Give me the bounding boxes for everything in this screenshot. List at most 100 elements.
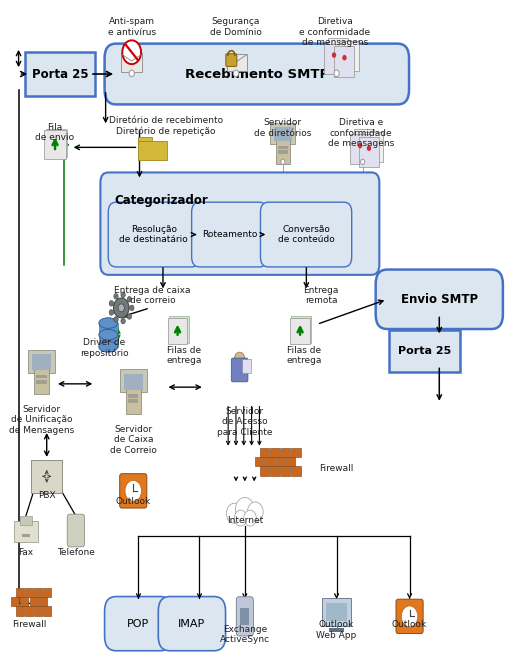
FancyBboxPatch shape bbox=[16, 606, 24, 616]
FancyBboxPatch shape bbox=[32, 354, 51, 370]
FancyBboxPatch shape bbox=[281, 448, 290, 457]
Circle shape bbox=[121, 318, 125, 324]
FancyBboxPatch shape bbox=[260, 467, 269, 476]
FancyBboxPatch shape bbox=[158, 596, 226, 651]
FancyBboxPatch shape bbox=[100, 173, 379, 275]
FancyBboxPatch shape bbox=[14, 522, 38, 542]
Circle shape bbox=[123, 40, 141, 64]
Text: Anti-spam
e antivírus: Anti-spam e antivírus bbox=[108, 17, 156, 36]
FancyBboxPatch shape bbox=[291, 316, 311, 343]
FancyBboxPatch shape bbox=[126, 389, 140, 414]
Text: Firewall: Firewall bbox=[319, 465, 354, 473]
FancyBboxPatch shape bbox=[260, 202, 352, 267]
Circle shape bbox=[227, 503, 242, 524]
Text: Diretiva
e conformidade
de mensagens: Diretiva e conformidade de mensagens bbox=[299, 17, 371, 47]
FancyBboxPatch shape bbox=[28, 350, 55, 373]
Text: Segurança
de Domínio: Segurança de Domínio bbox=[210, 17, 262, 36]
Text: Diretiva e
conformidade
de mensagens: Diretiva e conformidade de mensagens bbox=[328, 118, 394, 148]
Text: Envio SMTP: Envio SMTP bbox=[401, 293, 478, 306]
Text: Fila
de envio: Fila de envio bbox=[35, 123, 75, 142]
Circle shape bbox=[235, 352, 245, 365]
FancyBboxPatch shape bbox=[36, 379, 47, 383]
Circle shape bbox=[118, 304, 124, 312]
FancyBboxPatch shape bbox=[376, 269, 503, 329]
Circle shape bbox=[235, 510, 247, 526]
FancyBboxPatch shape bbox=[138, 141, 167, 160]
Text: Driver de
repositório: Driver de repositório bbox=[80, 338, 128, 357]
Circle shape bbox=[114, 298, 129, 318]
FancyBboxPatch shape bbox=[124, 374, 143, 390]
Ellipse shape bbox=[99, 342, 118, 352]
FancyBboxPatch shape bbox=[290, 318, 310, 344]
Text: Servidor
de Acesso
para Cliente: Servidor de Acesso para Cliente bbox=[217, 407, 272, 437]
FancyBboxPatch shape bbox=[270, 467, 280, 476]
FancyBboxPatch shape bbox=[396, 599, 423, 634]
FancyBboxPatch shape bbox=[286, 457, 296, 467]
Text: Resolução
de destinatário: Resolução de destinatário bbox=[119, 225, 188, 244]
FancyBboxPatch shape bbox=[128, 399, 138, 403]
FancyBboxPatch shape bbox=[120, 474, 147, 508]
Text: Outlook
Web App: Outlook Web App bbox=[317, 620, 357, 639]
Text: Servidor
de Caixa
de Correio: Servidor de Caixa de Correio bbox=[110, 425, 157, 455]
FancyBboxPatch shape bbox=[329, 628, 344, 632]
Ellipse shape bbox=[99, 330, 118, 340]
FancyBboxPatch shape bbox=[363, 132, 383, 162]
FancyBboxPatch shape bbox=[278, 150, 288, 154]
FancyBboxPatch shape bbox=[322, 598, 351, 626]
Text: IMAP: IMAP bbox=[178, 619, 206, 629]
Text: Fax: Fax bbox=[18, 547, 34, 557]
FancyBboxPatch shape bbox=[255, 457, 264, 467]
Circle shape bbox=[334, 70, 339, 77]
Circle shape bbox=[358, 143, 362, 148]
FancyBboxPatch shape bbox=[276, 457, 285, 467]
FancyBboxPatch shape bbox=[291, 467, 301, 476]
FancyBboxPatch shape bbox=[44, 130, 66, 159]
FancyBboxPatch shape bbox=[168, 318, 187, 344]
FancyBboxPatch shape bbox=[335, 46, 355, 77]
Circle shape bbox=[342, 55, 347, 60]
Circle shape bbox=[247, 502, 263, 522]
FancyBboxPatch shape bbox=[34, 369, 49, 395]
Text: Porta 25: Porta 25 bbox=[32, 68, 88, 81]
Circle shape bbox=[114, 293, 118, 299]
Circle shape bbox=[109, 301, 114, 306]
FancyBboxPatch shape bbox=[326, 603, 347, 621]
Circle shape bbox=[360, 160, 365, 165]
FancyBboxPatch shape bbox=[67, 514, 85, 547]
Ellipse shape bbox=[99, 318, 118, 328]
FancyBboxPatch shape bbox=[25, 606, 33, 616]
FancyBboxPatch shape bbox=[191, 202, 267, 267]
Text: Categorizador: Categorizador bbox=[115, 194, 208, 207]
FancyBboxPatch shape bbox=[38, 597, 46, 606]
Text: Internet: Internet bbox=[227, 516, 263, 525]
Circle shape bbox=[109, 310, 114, 315]
Text: Recebimento SMTP: Recebimento SMTP bbox=[185, 68, 329, 81]
Circle shape bbox=[127, 314, 132, 319]
FancyBboxPatch shape bbox=[260, 448, 269, 457]
FancyBboxPatch shape bbox=[291, 448, 301, 457]
Text: Firewall: Firewall bbox=[12, 620, 46, 630]
Circle shape bbox=[114, 316, 118, 322]
FancyBboxPatch shape bbox=[99, 323, 118, 347]
FancyBboxPatch shape bbox=[34, 588, 42, 597]
Text: Outlook: Outlook bbox=[116, 497, 151, 506]
FancyBboxPatch shape bbox=[32, 460, 62, 493]
FancyBboxPatch shape bbox=[25, 52, 95, 97]
FancyBboxPatch shape bbox=[276, 140, 290, 164]
Circle shape bbox=[127, 297, 132, 302]
Text: Servidor
de diretórios: Servidor de diretórios bbox=[254, 118, 311, 138]
Text: Filas de
entrega: Filas de entrega bbox=[286, 346, 321, 365]
FancyBboxPatch shape bbox=[270, 123, 296, 144]
FancyBboxPatch shape bbox=[128, 395, 138, 399]
FancyBboxPatch shape bbox=[108, 202, 199, 267]
FancyBboxPatch shape bbox=[281, 467, 290, 476]
Text: Servidor
de Unificação
de Mensagens: Servidor de Unificação de Mensagens bbox=[9, 405, 74, 435]
FancyBboxPatch shape bbox=[105, 44, 409, 105]
FancyBboxPatch shape bbox=[324, 44, 344, 74]
FancyBboxPatch shape bbox=[122, 53, 142, 72]
FancyBboxPatch shape bbox=[359, 137, 379, 167]
Circle shape bbox=[234, 70, 239, 77]
FancyBboxPatch shape bbox=[169, 316, 189, 343]
FancyBboxPatch shape bbox=[350, 134, 370, 164]
FancyBboxPatch shape bbox=[43, 606, 51, 616]
